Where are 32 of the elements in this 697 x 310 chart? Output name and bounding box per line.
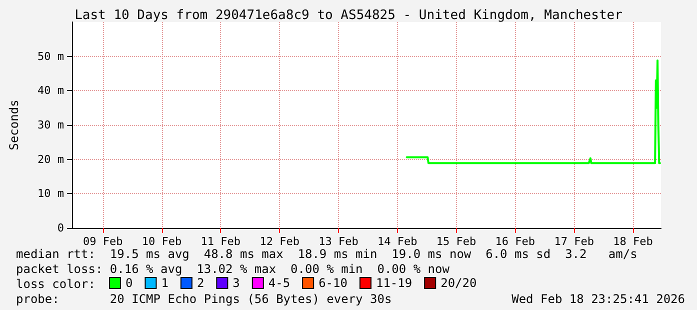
text: Wed Feb 18 23:25:41 2026: [512, 292, 685, 306]
y-tick-label: 10 m: [38, 187, 64, 200]
x-tick-label: 11 Feb: [200, 235, 241, 248]
legend-label: 0: [126, 276, 133, 290]
legend-label: 6-10: [318, 276, 348, 290]
y-tick-label: 30 m: [38, 118, 64, 132]
x-tick-label: 14 Feb: [378, 235, 418, 248]
y-tick-label: 20 m: [38, 152, 64, 166]
text: packet loss: 0.16 % avg 13.02 % max 0.00 % min 0.00 % now: [16, 262, 450, 276]
legend-label: 20/20: [440, 276, 477, 290]
legend-label: 3: [232, 276, 240, 290]
text: probe: 20 ICMP Echo Pings (56 Bytes) every 30s: [16, 292, 392, 306]
x-tick-label: 13 Feb: [318, 235, 358, 248]
x-tick-label: 17 Feb: [554, 235, 594, 248]
legend-label: 4-5: [268, 276, 290, 290]
y-tick-label: 50 m: [38, 50, 64, 63]
x-tick-label: 12 Feb: [260, 235, 300, 248]
x-tick-label: 10 Feb: [142, 235, 182, 248]
legend-label: 1: [161, 276, 168, 290]
y-axis-title: Seconds: [7, 100, 21, 150]
x-tick-label: 15 Feb: [436, 235, 476, 248]
line-series: [406, 59, 661, 164]
y-tick-label: 40 m: [38, 84, 64, 98]
legend-label: 2: [196, 276, 204, 290]
x-tick-label: 16 Feb: [495, 235, 536, 248]
chart-title: Last 10 Days from 290471e6a8c9 to AS54825 - United Kingdom, Manchester: [74, 8, 623, 23]
legend-label: 11-19: [376, 276, 412, 290]
x-tick-label: 09 Feb: [83, 235, 123, 248]
x-tick-label: 18 Feb: [613, 235, 653, 248]
text: median rtt: 19.5 ms avg 48.8 ms max 18.9 ms min 19.0 ms now 6.0 ms sd 3.2 am/s: [16, 247, 638, 261]
legend-title: loss color:: [16, 277, 96, 291]
y-tick-label: 0: [57, 222, 64, 234]
